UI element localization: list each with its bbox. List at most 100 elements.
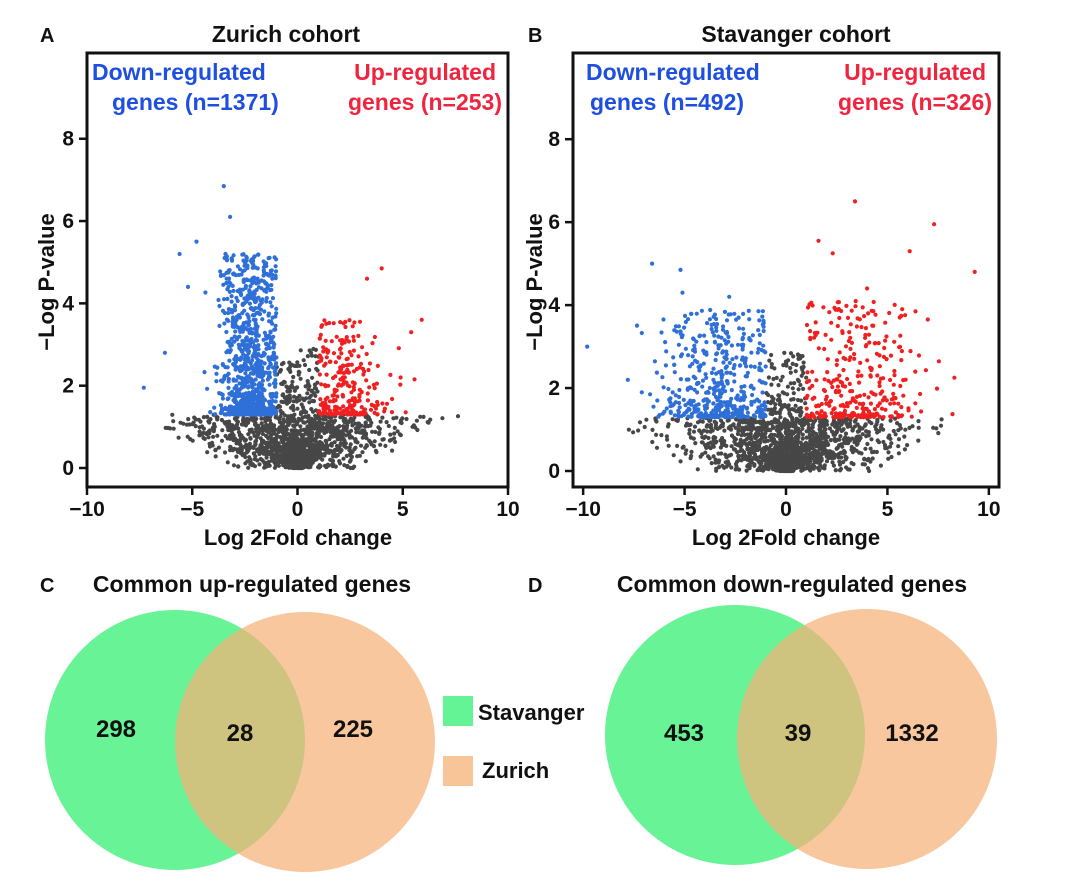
point-down-regulated	[219, 391, 224, 396]
point-nonsignificant	[810, 433, 815, 438]
point-nonsignificant	[767, 434, 773, 439]
point-up-regulated	[364, 378, 369, 383]
point-up-regulated	[842, 404, 847, 409]
point-nonsignificant	[207, 420, 212, 425]
point-down-regulated	[714, 316, 719, 322]
point-down-regulated	[686, 414, 691, 419]
point-down-regulated	[724, 370, 729, 375]
point-nonsignificant	[272, 456, 277, 461]
point-down-regulated	[670, 390, 675, 395]
point-up-regulated	[341, 363, 346, 368]
point-down-regulated	[257, 311, 262, 316]
point-nonsignificant	[740, 425, 745, 430]
point-nonsignificant	[823, 419, 828, 425]
point-nonsignificant	[734, 464, 739, 469]
point-nonsignificant	[790, 386, 795, 391]
point-nonsignificant	[801, 463, 806, 468]
point-down-regulated	[679, 414, 684, 419]
point-nonsignificant	[201, 415, 206, 420]
point-up-regulated	[352, 398, 357, 403]
point-nonsignificant	[346, 430, 352, 435]
point-nonsignificant	[776, 393, 781, 398]
point-nonsignificant	[803, 466, 808, 471]
point-down-regulated	[239, 355, 244, 360]
point-nonsignificant	[788, 468, 793, 473]
point-down-regulated	[741, 311, 746, 316]
point-nonsignificant	[338, 433, 343, 438]
point-nonsignificant	[276, 463, 281, 468]
point-nonsignificant	[228, 444, 233, 449]
point-down-regulated	[226, 410, 231, 416]
point-nonsignificant	[704, 445, 709, 450]
point-down-regulated	[236, 272, 241, 278]
point-down-regulated	[267, 382, 272, 387]
point-nonsignificant	[337, 424, 342, 429]
point-nonsignificant	[801, 364, 806, 370]
point-down-regulated	[652, 359, 658, 364]
point-down-regulated	[695, 360, 700, 365]
point-up-regulated	[368, 407, 374, 412]
point-down-regulated	[274, 391, 279, 396]
point-nonsignificant	[254, 429, 259, 434]
point-nonsignificant	[371, 444, 377, 449]
point-nonsignificant	[245, 416, 250, 421]
point-nonsignificant	[292, 388, 297, 393]
point-up-regulated	[372, 386, 377, 391]
point-nonsignificant	[291, 423, 296, 428]
y-tick-label: 6	[62, 210, 74, 233]
point-nonsignificant	[687, 431, 692, 436]
point-up-regulated	[848, 400, 853, 405]
point-down-regulated	[692, 343, 697, 348]
point-down-regulated	[757, 361, 763, 366]
point-down-regulated	[760, 309, 766, 314]
point-down-regulated	[729, 343, 735, 348]
point-nonsignificant	[753, 420, 759, 425]
point-nonsignificant	[776, 383, 781, 388]
point-nonsignificant	[348, 416, 353, 421]
point-up-regulated	[419, 317, 424, 322]
point-down-regulated	[244, 299, 249, 304]
point-nonsignificant	[251, 445, 256, 450]
point-nonsignificant	[331, 452, 336, 457]
point-nonsignificant	[295, 360, 300, 365]
point-up-regulated	[389, 410, 395, 415]
point-down-regulated	[737, 326, 742, 331]
chart-title: Stavanger cohort	[701, 21, 890, 47]
point-nonsignificant	[699, 440, 705, 445]
point-down-regulated	[668, 396, 673, 401]
point-nonsignificant	[282, 413, 287, 418]
point-up-regulated	[347, 349, 352, 355]
point-nonsignificant	[251, 451, 256, 456]
point-down-regulated	[732, 311, 737, 316]
point-nonsignificant	[886, 456, 891, 461]
point-down-regulated	[231, 321, 236, 326]
point-down-regulated	[718, 404, 723, 409]
point-down-regulated	[759, 368, 764, 373]
point-nonsignificant	[277, 404, 283, 409]
point-nonsignificant	[773, 402, 778, 407]
point-down-regulated	[763, 381, 768, 386]
point-nonsignificant	[261, 427, 266, 432]
point-down-regulated	[228, 281, 233, 286]
point-down-regulated	[229, 308, 235, 313]
point-nonsignificant	[301, 433, 306, 438]
point-nonsignificant	[654, 419, 659, 424]
point-nonsignificant	[350, 423, 355, 428]
point-up-regulated	[333, 404, 338, 409]
point-nonsignificant	[377, 431, 382, 436]
point-nonsignificant	[801, 453, 806, 458]
point-up-regulated	[325, 350, 330, 355]
point-down-regulated	[715, 398, 720, 403]
point-nonsignificant	[305, 354, 310, 359]
point-nonsignificant	[644, 417, 649, 422]
point-nonsignificant	[279, 427, 284, 432]
point-nonsignificant	[779, 457, 784, 462]
point-down-regulated	[250, 276, 255, 281]
point-nonsignificant	[306, 419, 312, 424]
point-down-regulated	[699, 308, 705, 313]
point-nonsignificant	[811, 466, 816, 471]
point-nonsignificant	[336, 436, 341, 441]
point-down-regulated	[761, 328, 766, 334]
point-down-regulated	[256, 305, 261, 310]
point-down-regulated	[737, 410, 742, 415]
